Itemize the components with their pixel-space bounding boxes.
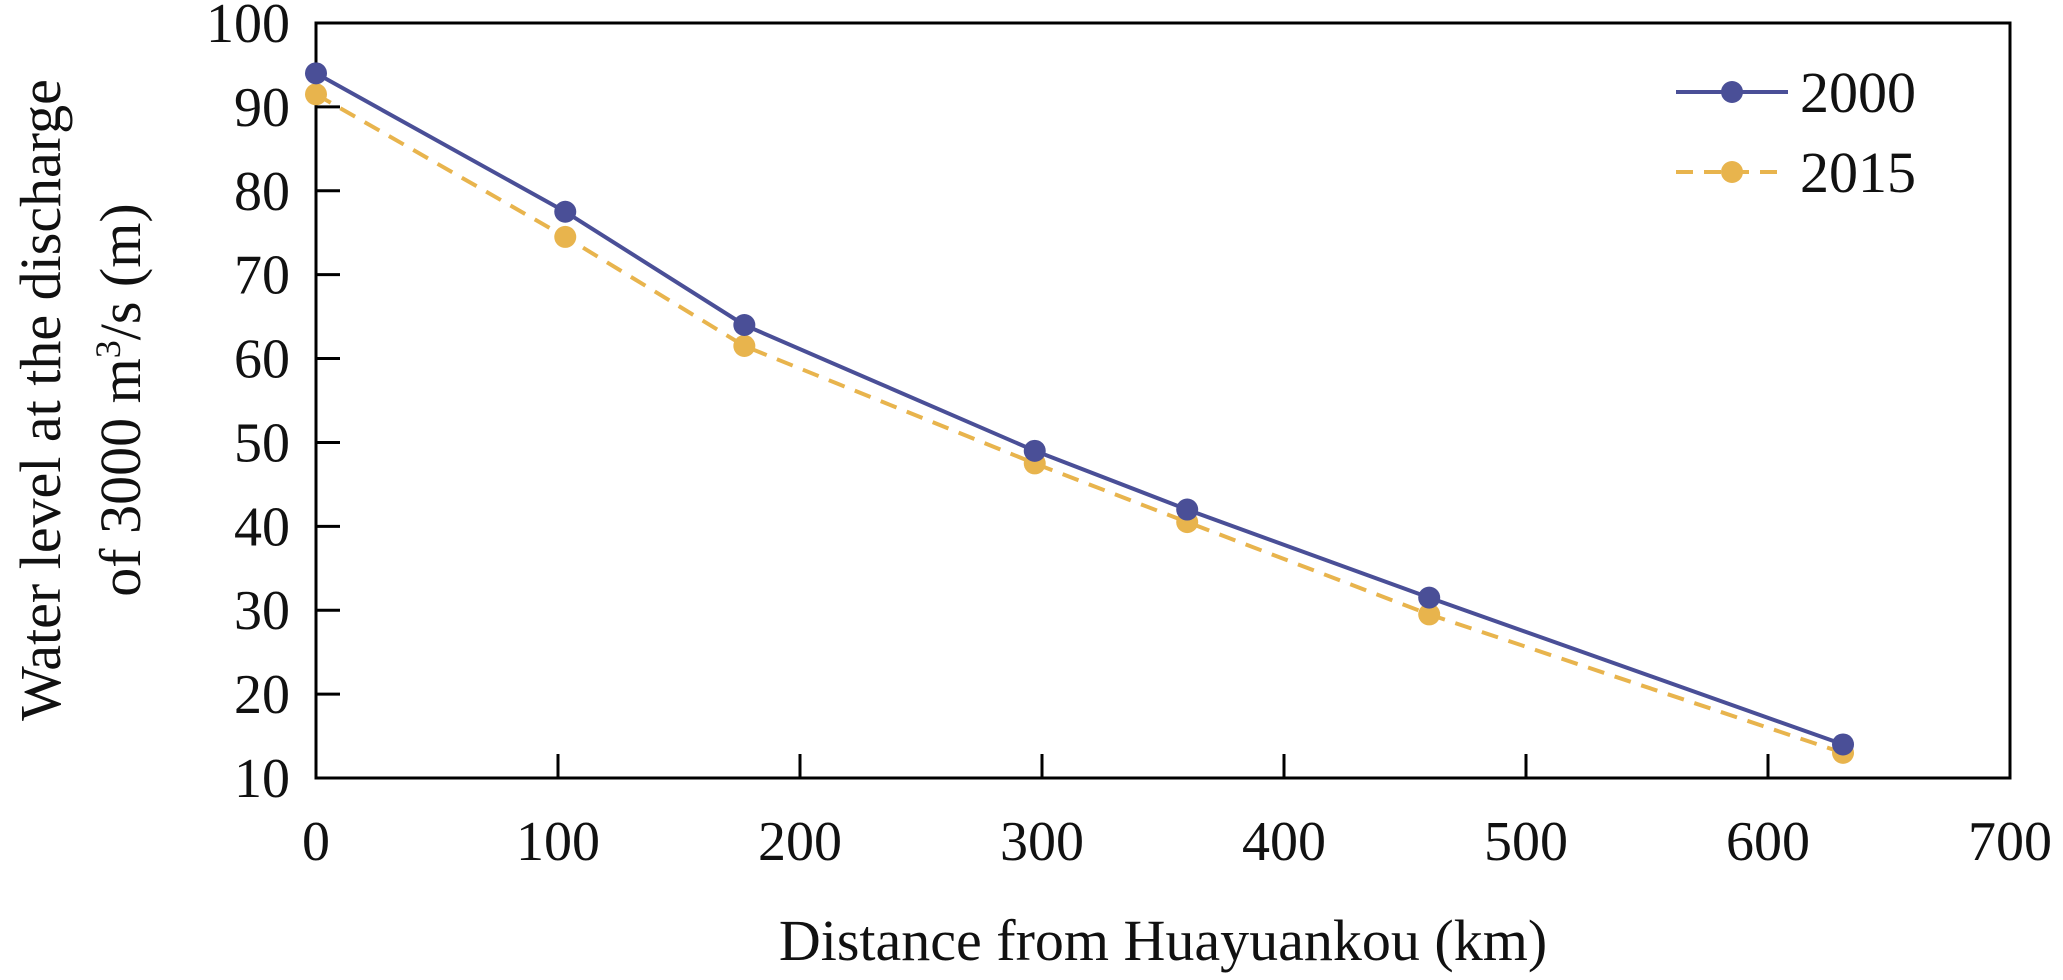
x-tick-label: 500 <box>1484 811 1568 873</box>
y-axis: 10 20 30 40 50 60 70 80 90 100 <box>206 0 340 810</box>
data-point-2000 <box>1176 498 1199 521</box>
y-tick-label: 30 <box>234 580 290 642</box>
plot-frame <box>314 21 2012 780</box>
legend-marker-2000 <box>1721 81 1743 103</box>
data-point-2015 <box>733 334 756 357</box>
y-tick-label: 40 <box>234 496 290 558</box>
y-tick-label: 90 <box>234 77 290 139</box>
x-tick-label: 200 <box>758 811 842 873</box>
legend-label-2015: 2015 <box>1800 140 1916 205</box>
y-tick-label: 20 <box>234 664 290 726</box>
y-tick-label: 70 <box>234 245 290 307</box>
data-point-2000 <box>1023 439 1046 462</box>
x-tick-label: 0 <box>302 811 330 873</box>
y-axis-title-line-2-end: /s (m) <box>88 203 153 340</box>
data-point-2000 <box>305 62 327 85</box>
legend-marker-2015 <box>1721 161 1743 183</box>
legend-entry-2000: 2000 <box>1676 60 1916 125</box>
x-tick-label: 300 <box>1000 811 1084 873</box>
y-tick-label: 50 <box>234 412 290 474</box>
x-tick-label: 700 <box>1968 811 2052 873</box>
y-axis-title-line-1: Water level at the discharge <box>8 79 73 721</box>
x-tick-label: 400 <box>1242 811 1326 873</box>
data-series <box>305 62 1855 764</box>
x-axis-title: Distance from Huayuankou (km) <box>779 908 1547 973</box>
series-line-2000 <box>315 71 1844 747</box>
y-axis-title-line-2-start: of 3000 m <box>88 358 153 596</box>
y-axis-title: Water level at the discharge of 3000 m3/… <box>8 79 153 721</box>
y-axis-title-line-2: of 3000 m3/s (m) <box>88 203 153 596</box>
data-point-2000 <box>1832 733 1855 756</box>
data-point-2015 <box>554 225 577 248</box>
y-tick-label: 10 <box>234 748 290 810</box>
data-point-2000 <box>733 314 756 336</box>
legend-entry-2015: 2015 <box>1676 140 1916 205</box>
y-axis-title-superscript: 3 <box>88 340 128 358</box>
series-line-2015 <box>315 92 1844 755</box>
x-tick-label: 600 <box>1726 811 1810 873</box>
y-tick-label: 100 <box>206 0 290 55</box>
data-point-2000 <box>1418 586 1441 609</box>
x-axis: 0 100 200 300 400 500 600 700 <box>302 754 2052 873</box>
legend: 2000 2015 <box>1676 60 1916 205</box>
x-tick-label: 100 <box>516 811 600 873</box>
y-tick-label: 80 <box>234 161 290 223</box>
y-tick-label: 60 <box>234 329 290 391</box>
data-point-2015 <box>305 83 327 106</box>
data-point-2015 <box>1418 603 1441 626</box>
data-point-2000 <box>554 200 577 223</box>
legend-label-2000: 2000 <box>1800 60 1916 125</box>
